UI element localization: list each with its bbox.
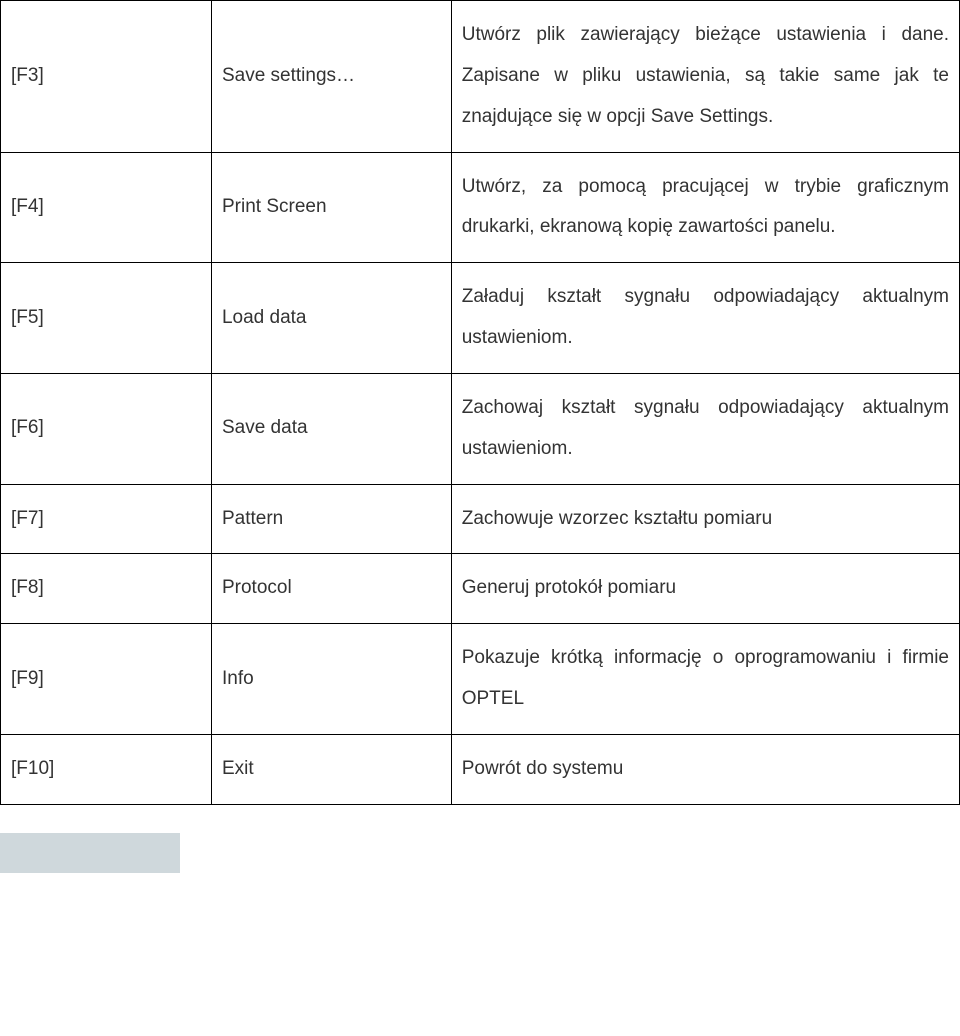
cell-label: Exit xyxy=(211,734,451,804)
cell-desc: Utwórz plik zawierający bieżące ustawien… xyxy=(451,1,959,153)
cell-desc: Generuj protokół pomiaru xyxy=(451,554,959,624)
cell-desc: Pokazuje krótką informację o oprogramowa… xyxy=(451,624,959,735)
table-row: [F4] Print Screen Utwórz, za pomocą prac… xyxy=(1,152,960,263)
table-row: [F5] Load data Załaduj kształt sygnału o… xyxy=(1,263,960,374)
cell-label: Protocol xyxy=(211,554,451,624)
function-key-table: [F3] Save settings… Utwórz plik zawieraj… xyxy=(0,0,960,805)
cell-label: Print Screen xyxy=(211,152,451,263)
cell-key: [F3] xyxy=(1,1,212,153)
cell-label: Info xyxy=(211,624,451,735)
table-row: [F3] Save settings… Utwórz plik zawieraj… xyxy=(1,1,960,153)
cell-desc: Zachowuje wzorzec kształtu pomiaru xyxy=(451,484,959,554)
cell-label: Save settings… xyxy=(211,1,451,153)
footer-accent-bar xyxy=(0,833,180,873)
cell-key: [F4] xyxy=(1,152,212,263)
cell-key: [F8] xyxy=(1,554,212,624)
table-row: [F7] Pattern Zachowuje wzorzec kształtu … xyxy=(1,484,960,554)
cell-key: [F6] xyxy=(1,373,212,484)
cell-key: [F5] xyxy=(1,263,212,374)
table-row: [F10] Exit Powrót do systemu xyxy=(1,734,960,804)
table-row: [F6] Save data Zachowaj kształt sygnału … xyxy=(1,373,960,484)
cell-desc: Utwórz, za pomocą pracującej w trybie gr… xyxy=(451,152,959,263)
cell-key: [F9] xyxy=(1,624,212,735)
cell-label: Save data xyxy=(211,373,451,484)
cell-desc: Zachowaj kształt sygnału odpowiadający a… xyxy=(451,373,959,484)
table-row: [F9] Info Pokazuje krótką informację o o… xyxy=(1,624,960,735)
cell-label: Load data xyxy=(211,263,451,374)
cell-desc: Załaduj kształt sygnału odpowiadający ak… xyxy=(451,263,959,374)
cell-key: [F7] xyxy=(1,484,212,554)
cell-desc: Powrót do systemu xyxy=(451,734,959,804)
cell-label: Pattern xyxy=(211,484,451,554)
table-row: [F8] Protocol Generuj protokół pomiaru xyxy=(1,554,960,624)
cell-key: [F10] xyxy=(1,734,212,804)
